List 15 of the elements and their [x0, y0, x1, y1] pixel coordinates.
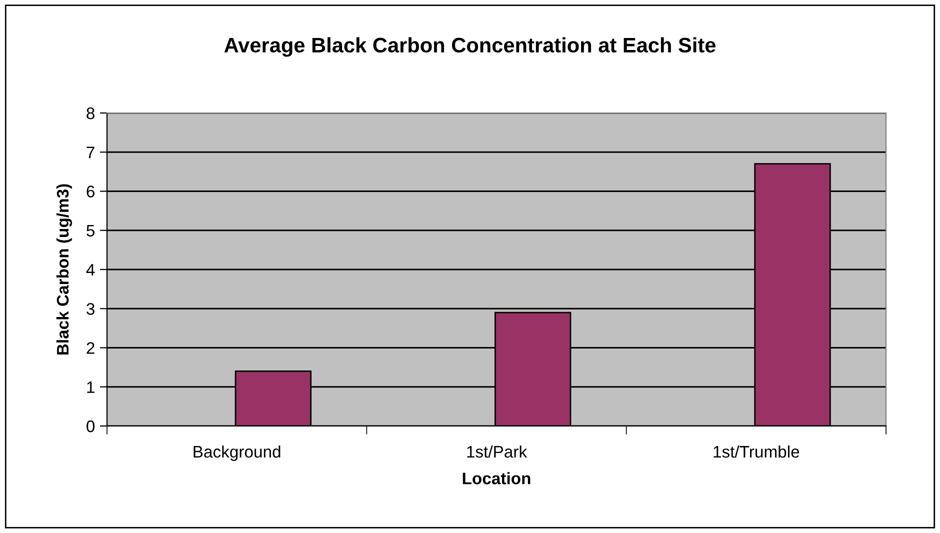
y-tick-label: 4 — [86, 264, 95, 276]
x-axis-title: Location — [462, 472, 530, 484]
y-tick-label: 1 — [87, 381, 94, 393]
chart-title: Average Black Carbon Concentration at Each Site — [224, 37, 716, 57]
y-tick-label: 2 — [86, 342, 94, 354]
x-tick-label: 1st/Park — [467, 445, 528, 458]
y-tick-label: 0 — [86, 420, 95, 432]
y-tick-label: 8 — [86, 107, 94, 120]
y-tick-label: 5 — [86, 224, 94, 237]
y-tick-label: 6 — [86, 186, 94, 198]
x-tick-label: 1st/Trumble — [714, 445, 800, 458]
x-tick-label: Background — [194, 445, 280, 461]
y-tick-label: 3 — [86, 303, 94, 315]
y-tick-label: 7 — [86, 146, 94, 158]
y-axis-title: Black Carbon (ug/m3) — [56, 184, 72, 355]
